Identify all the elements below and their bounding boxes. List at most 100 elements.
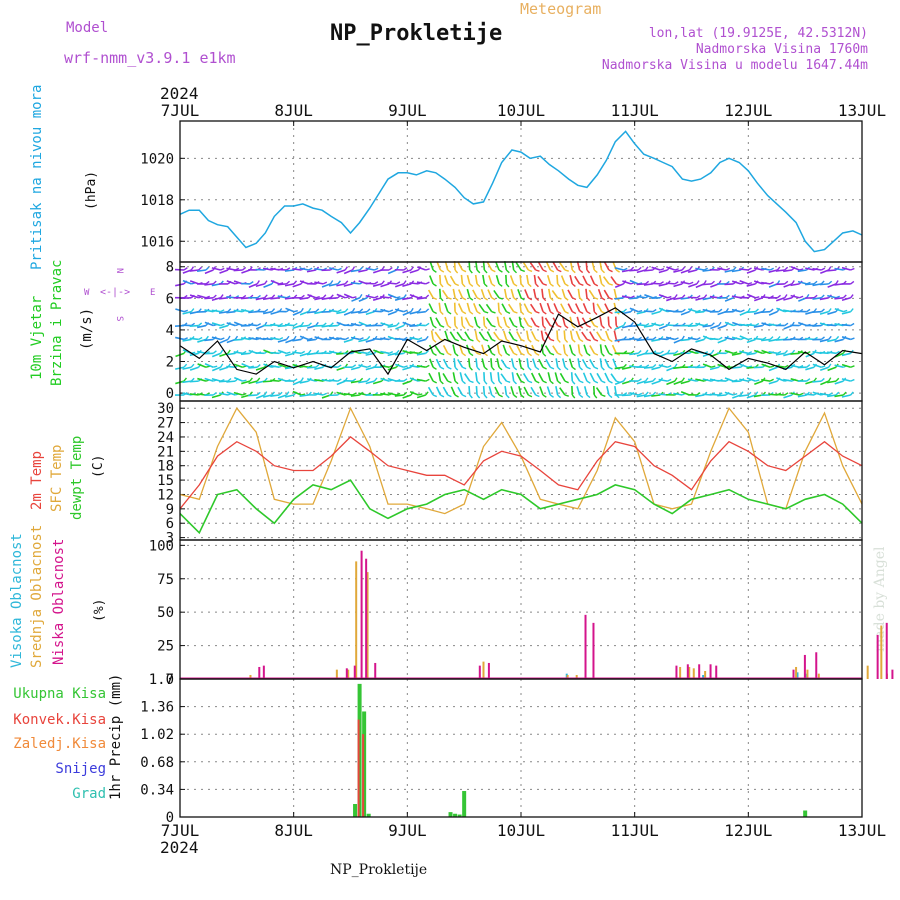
wind-barb-tick (593, 338, 599, 342)
wind-barb-tick (579, 311, 584, 315)
model-name: wrf-nmm_v3.9.1 e1km (64, 49, 236, 67)
wind-barb (248, 323, 258, 327)
wind-barb (841, 394, 851, 398)
wind-barb-tick (454, 283, 460, 287)
wind-barb (277, 295, 287, 299)
wind-barb (365, 267, 375, 271)
wind-barb (555, 358, 559, 368)
wind-barb (651, 366, 661, 371)
total-precip-bar (457, 814, 462, 817)
wind-barb (488, 275, 493, 285)
wind-barb (240, 337, 251, 341)
wind-barb (197, 377, 207, 382)
wind-barb (255, 394, 265, 400)
wind-barb (409, 336, 419, 341)
wind-barb-tick (564, 394, 569, 397)
wind-barb (746, 269, 756, 274)
wind-barb (457, 359, 464, 368)
wind-barb-tick (454, 269, 459, 274)
wind-barb-tick (806, 378, 811, 382)
wind-barb (695, 394, 705, 398)
wind-barb (680, 281, 690, 285)
wind-barb-tick (623, 267, 628, 271)
wind-barb (812, 363, 822, 368)
wind-barb (394, 363, 405, 368)
wind-barb-tick (396, 281, 401, 285)
wind-barb (709, 366, 719, 371)
wind-barb-tick (659, 350, 664, 354)
wind-barb-tick (344, 337, 350, 341)
wind-barb-tick (403, 267, 408, 271)
wind-barb (496, 344, 500, 354)
wind-barb (394, 394, 404, 397)
wind-barb (651, 380, 661, 385)
wind-barb (526, 330, 530, 340)
wind-barb-tick (329, 280, 334, 285)
wind-barb (475, 358, 478, 368)
wind-barb-tick (667, 295, 672, 299)
wind-barb (673, 352, 683, 357)
wind-barb (204, 296, 214, 300)
wind-barb (428, 303, 434, 313)
wind-barb-tick (608, 380, 613, 384)
wind-barb-tick (220, 294, 224, 299)
wind-barb (372, 310, 382, 313)
wind-barb (724, 269, 734, 273)
wind-barb-tick (498, 352, 503, 357)
wind-barb-tick (535, 324, 540, 328)
wind-barb (567, 289, 573, 299)
wind-barb-tick (659, 268, 665, 271)
wind-barb-tick (542, 366, 547, 370)
wind-barb-tick (491, 380, 495, 385)
wind-barb-tick (601, 366, 605, 371)
wind-barb-tick (644, 266, 649, 271)
wind-barb (523, 386, 530, 396)
wind-barb (614, 283, 624, 288)
wind-barb-tick (432, 269, 437, 273)
wind-barb-tick (520, 325, 525, 329)
wind-barb-tick (542, 394, 547, 398)
wind-barb (343, 338, 353, 343)
wind-barb-tick (352, 296, 357, 299)
wind-barb-tick (300, 350, 306, 354)
x-tick-label-bottom: 11JUL (611, 821, 659, 840)
low-cloud-bar (715, 665, 718, 679)
wind-barb (233, 321, 243, 327)
wind-barb (240, 308, 251, 313)
wind-barb-tick (608, 352, 613, 356)
convective-bar (362, 734, 365, 817)
wind-barb-tick (286, 295, 291, 299)
wind-barb (226, 365, 236, 369)
wind-barb-tick (586, 380, 591, 384)
wind-barb-tick (439, 311, 444, 316)
wind-barb-tick (432, 352, 437, 356)
wind-barb (753, 349, 764, 355)
wind-barb (826, 324, 837, 327)
wind-barb (444, 302, 449, 312)
wind-barb (529, 262, 537, 271)
wind-barb (270, 279, 280, 285)
wind-barb-tick (564, 283, 569, 287)
total-precip-bar (453, 813, 458, 817)
wind-barb-tick (754, 391, 759, 396)
wind-barb-tick (476, 366, 481, 371)
wind-barb (481, 344, 486, 354)
wind-barb (277, 394, 287, 399)
wind-barb (211, 309, 221, 313)
wind-barb-tick (527, 283, 532, 288)
wind-barb (604, 330, 610, 340)
wind-barb-tick (439, 297, 444, 302)
wind-barb-tick (674, 350, 679, 354)
wind-barb-tick (784, 280, 789, 285)
wind-barb (783, 394, 793, 399)
wind-barb-tick (330, 294, 334, 299)
wind-barb (834, 380, 844, 385)
wind-barb (666, 297, 676, 302)
wind-barb-tick (542, 325, 547, 330)
wind-barb (449, 275, 456, 285)
wind-barb-tick (762, 336, 767, 341)
wind-barb (629, 337, 639, 341)
wind-barb-tick (271, 308, 276, 313)
wind-barb-tick (483, 394, 488, 399)
wind-barb-tick (593, 380, 599, 384)
